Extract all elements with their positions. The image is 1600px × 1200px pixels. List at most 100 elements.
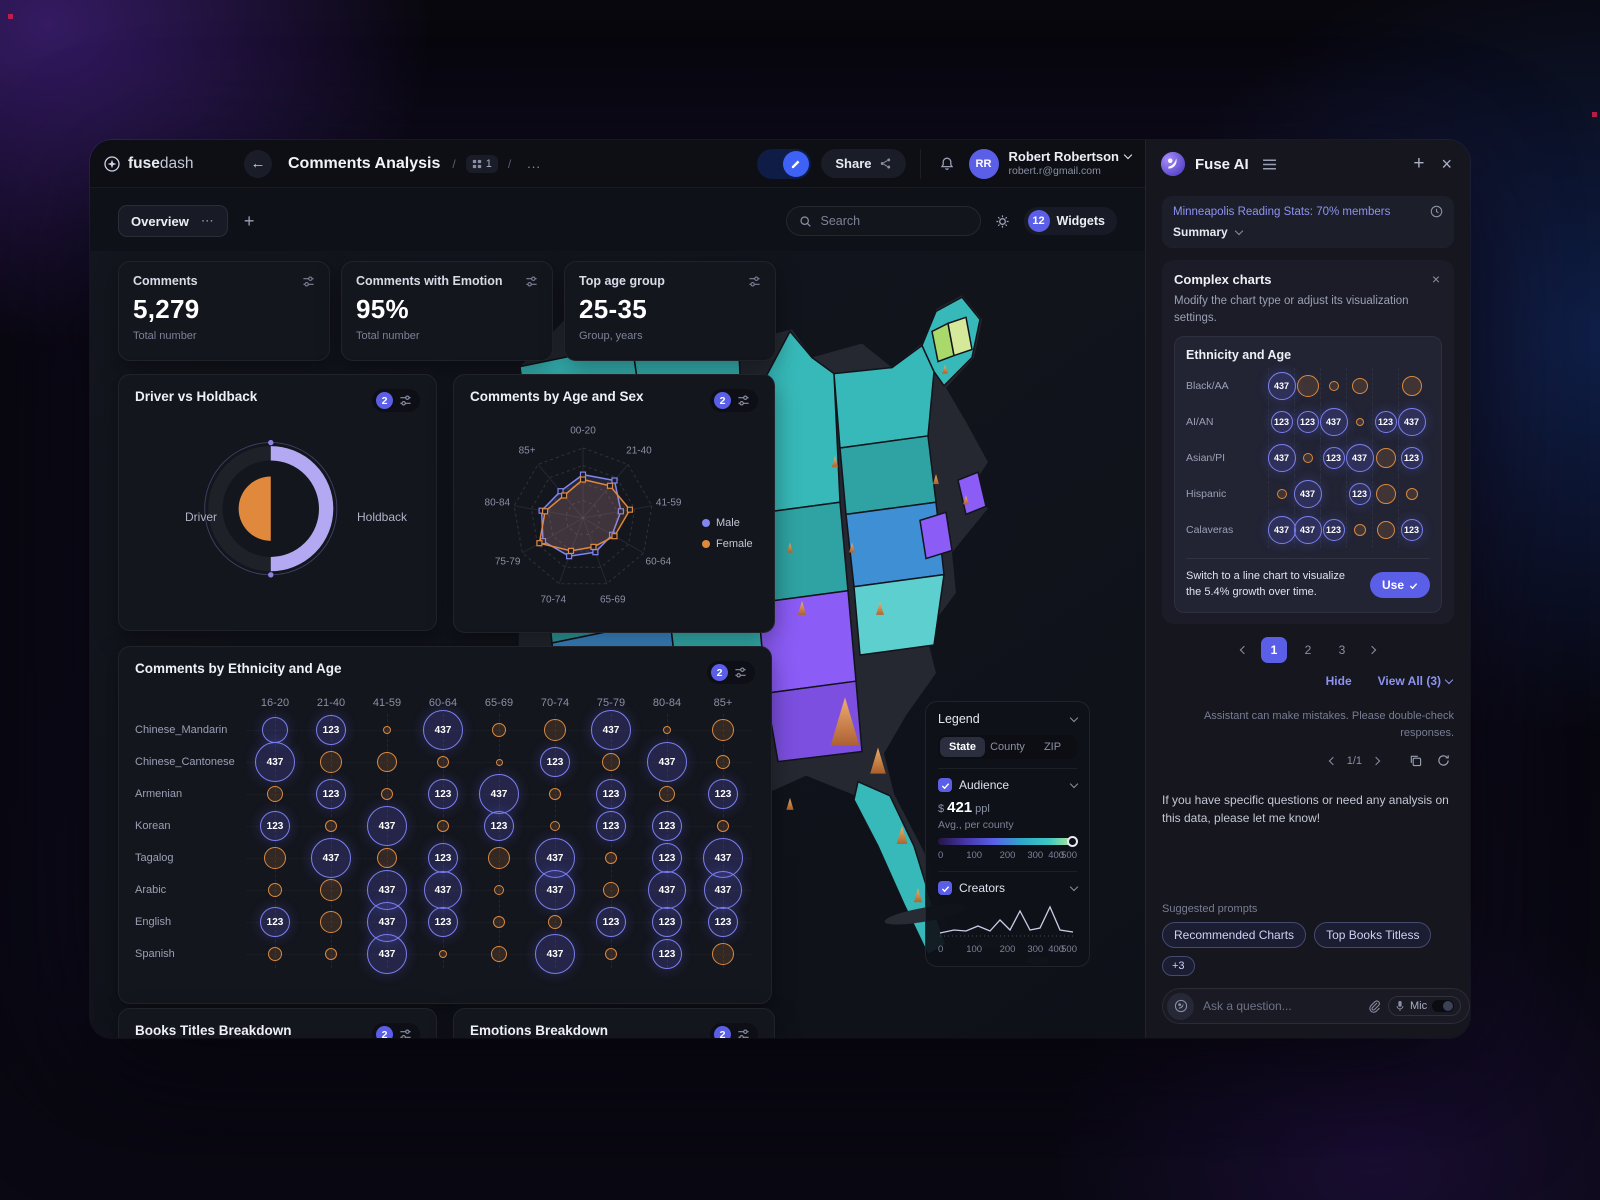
bubble-value[interactable]: 123 — [260, 907, 290, 937]
question-input[interactable] — [1201, 998, 1360, 1014]
bubble-value[interactable]: 437 — [367, 934, 407, 974]
bubble-value[interactable]: 437 — [424, 871, 462, 909]
bubble-dot[interactable] — [320, 911, 342, 933]
bubble-dot[interactable] — [264, 847, 286, 869]
bubble-dot[interactable] — [1405, 488, 1418, 501]
bubble-dot[interactable] — [549, 788, 561, 800]
bubble-dot[interactable] — [320, 879, 342, 901]
next-message-icon[interactable] — [1369, 754, 1383, 768]
bubble-value[interactable]: 437 — [1267, 372, 1296, 401]
bubble-value[interactable]: 437 — [255, 742, 295, 782]
mic-toggle[interactable]: Mic — [1388, 996, 1462, 1016]
audience-checkbox[interactable] — [938, 778, 952, 792]
chevron-down-icon[interactable] — [1069, 882, 1079, 891]
widget-books-titles-breakdown[interactable]: Books Titles Breakdown 2 — [118, 1008, 437, 1038]
chevron-down-icon[interactable] — [1069, 779, 1079, 788]
sliders-icon[interactable] — [399, 394, 412, 407]
bubble-value[interactable]: 437 — [311, 838, 351, 878]
bubble-value[interactable]: 123 — [1322, 447, 1345, 470]
regenerate-icon[interactable] — [1433, 750, 1454, 771]
bubble-dot[interactable] — [493, 916, 505, 928]
avatar[interactable]: RR — [968, 148, 999, 179]
bubble-value[interactable]: 123 — [428, 907, 458, 937]
bubble-value[interactable]: 437 — [591, 710, 631, 750]
suggested-prompt-chip[interactable]: Recommended Charts — [1162, 922, 1307, 948]
widget-emotions-breakdown[interactable]: Emotions Breakdown 2 — [453, 1008, 775, 1038]
bubble-value[interactable]: 437 — [423, 710, 463, 750]
bubble-value[interactable]: 123 — [652, 907, 682, 937]
add-tab-button[interactable]: + — [238, 210, 261, 233]
bubble-value[interactable]: 437 — [647, 742, 687, 782]
bubble-value[interactable]: 437 — [535, 870, 575, 910]
bubble-dot[interactable] — [495, 758, 503, 766]
bubble-dot[interactable] — [268, 883, 282, 897]
bubble-dot[interactable] — [1296, 375, 1319, 398]
bubble-dot[interactable] — [1401, 376, 1422, 397]
bubble-dot[interactable] — [492, 723, 506, 737]
audience-gradient-scale[interactable] — [938, 835, 1078, 847]
bubble-dot[interactable] — [605, 852, 617, 864]
notification-card[interactable]: Minneapolis Reading Stats: 70% members S… — [1162, 196, 1454, 248]
bubble-value[interactable]: 437 — [535, 934, 575, 974]
bubble-value[interactable]: 123 — [652, 843, 682, 873]
bubble-value[interactable]: 123 — [652, 811, 682, 841]
prev-message-icon[interactable] — [1326, 754, 1340, 768]
stat-card-top-age-group[interactable]: Top age group 25-35 Group, years — [564, 261, 776, 361]
bubble-value[interactable]: 437 — [1397, 408, 1426, 437]
bubble-value[interactable]: 437 — [1267, 444, 1296, 473]
sliders-icon[interactable] — [525, 275, 538, 288]
tab-overview[interactable]: Overview ⋯ — [118, 205, 228, 237]
prev-page-icon[interactable] — [1237, 643, 1251, 657]
bubble-value[interactable]: 123 — [596, 779, 626, 809]
bubble-value[interactable]: 123 — [1374, 411, 1397, 434]
bubble-dot[interactable] — [712, 719, 734, 741]
bubble-value[interactable]: 437 — [1345, 444, 1374, 473]
legend-item[interactable]: Female — [702, 538, 753, 550]
bubble-value[interactable]: 437 — [1293, 516, 1322, 545]
bubble-value[interactable]: 437 — [704, 871, 742, 909]
sliders-icon[interactable] — [737, 1028, 750, 1038]
bubble-dot[interactable] — [548, 915, 562, 929]
card-close-icon[interactable]: × — [1431, 271, 1440, 287]
bubble-dot[interactable] — [439, 950, 447, 958]
bubble-dot[interactable] — [1376, 521, 1395, 540]
search-input[interactable] — [818, 213, 968, 229]
widget-controls[interactable]: 2 — [372, 389, 420, 412]
legend-tab-zip[interactable]: ZIP — [1030, 737, 1075, 757]
ai-close-button[interactable]: × — [1437, 150, 1456, 179]
notification-link[interactable]: Minneapolis Reading Stats: 70% members — [1173, 205, 1391, 218]
bubble-value[interactable]: 123 — [428, 843, 458, 873]
bubble-value[interactable]: 123 — [1322, 519, 1345, 542]
more-prompts-chip[interactable]: +3 — [1162, 956, 1195, 976]
widget-controls[interactable]: 2 — [710, 389, 758, 412]
bubble-dot[interactable] — [1302, 453, 1313, 464]
bubble-dot[interactable] — [603, 882, 619, 898]
suggested-prompt-chip[interactable]: Top Books Titless — [1314, 922, 1432, 948]
bubble-dot[interactable] — [488, 847, 510, 869]
question-input-container[interactable]: Mic — [1162, 988, 1470, 1024]
page-button[interactable]: 2 — [1295, 637, 1321, 663]
bubble-dot[interactable] — [659, 786, 675, 802]
history-clock-icon[interactable] — [1430, 205, 1443, 218]
bubble-value[interactable]: 123 — [316, 715, 346, 745]
copy-icon[interactable] — [1405, 750, 1426, 771]
bubble-dot[interactable] — [712, 943, 734, 965]
edit-toggle[interactable] — [757, 148, 812, 179]
bubble-dot[interactable] — [377, 848, 397, 868]
bubble-dot[interactable] — [1353, 524, 1366, 537]
settings-gear-icon[interactable] — [991, 210, 1014, 233]
sliders-icon[interactable] — [748, 275, 761, 288]
bubble-value[interactable]: 123 — [1400, 519, 1423, 542]
bubble-value[interactable]: 123 — [652, 939, 682, 969]
bubble-dot[interactable] — [1276, 489, 1287, 500]
bubble-value[interactable]: 123 — [708, 779, 738, 809]
attach-paperclip-icon[interactable] — [1367, 999, 1381, 1013]
widget-controls[interactable]: 2 — [710, 1023, 758, 1038]
bubble-value[interactable]: 123 — [484, 811, 514, 841]
bubble-dot[interactable] — [377, 752, 397, 772]
legend-tab-state[interactable]: State — [940, 737, 985, 757]
sliders-icon[interactable] — [302, 275, 315, 288]
brand[interactable]: fusedash — [104, 155, 234, 173]
summary-toggle[interactable]: Summary — [1173, 225, 1443, 239]
bubble-dot[interactable] — [550, 821, 560, 831]
